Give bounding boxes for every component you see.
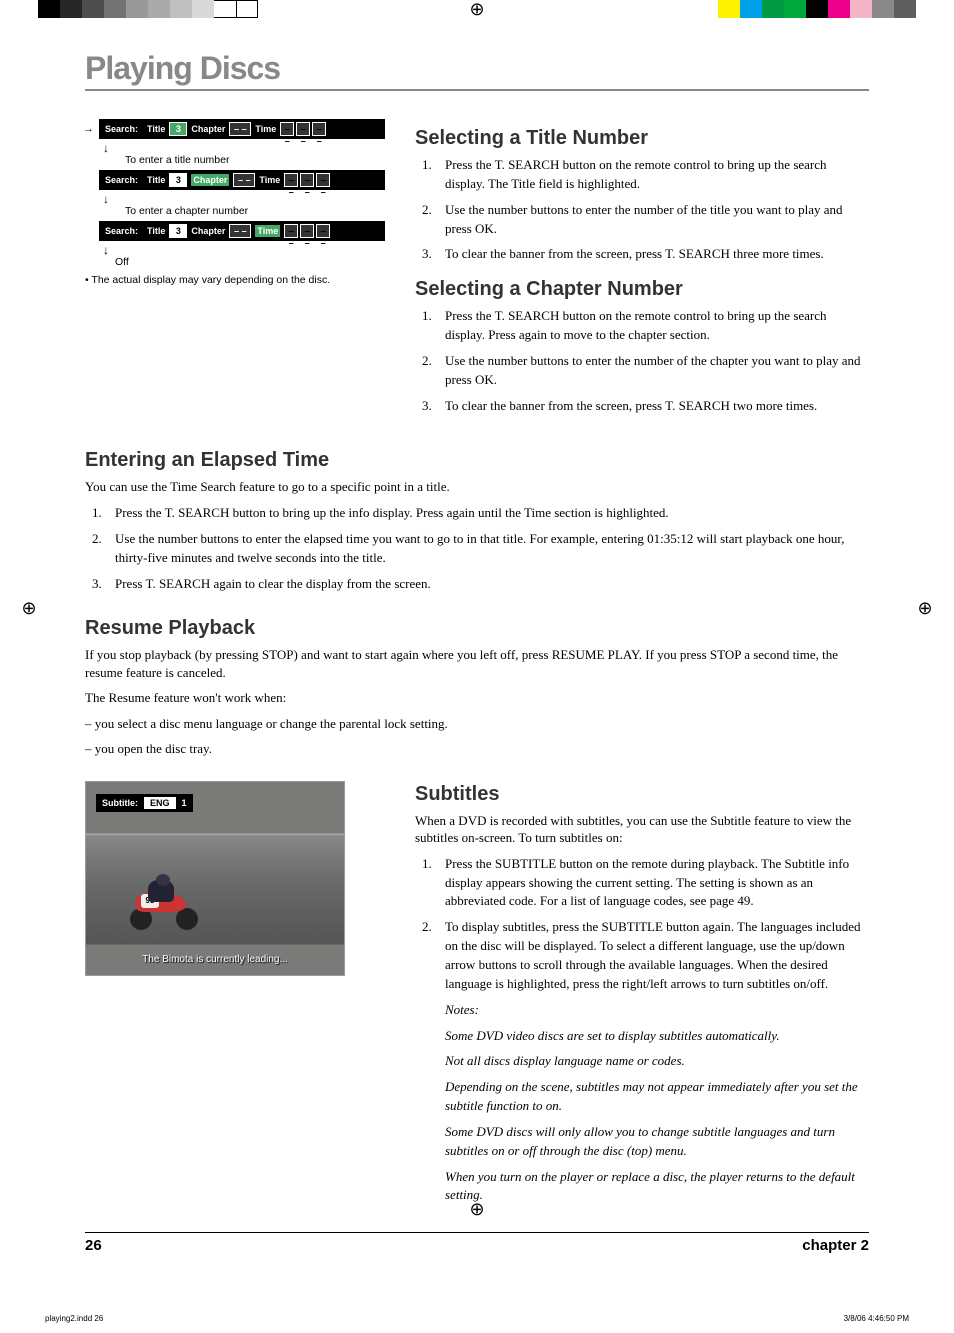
resume-intro: If you stop playback (by pressing STOP) …: [85, 646, 869, 681]
osd-time-hh: – –: [284, 173, 298, 187]
list-elapsed-time: Press the T. SEARCH button to bring up t…: [85, 504, 869, 593]
osd-chapter-value: – – – –: [233, 173, 255, 187]
osd-chapter-value: – – – –: [229, 122, 251, 136]
osd-off-label: Off: [115, 256, 385, 268]
osd-note-title: To enter a title number: [125, 154, 385, 166]
subtitle-banner-label: Subtitle:: [102, 798, 138, 808]
osd-time-hh: – –: [284, 224, 298, 238]
heading-subtitles: Subtitles: [415, 783, 869, 806]
subtitle-banner-lang: ENG: [144, 797, 176, 809]
osd-time-mm: – –: [300, 173, 314, 187]
osd-time-ss: – –: [316, 173, 330, 187]
chapter-label: chapter 2: [802, 1237, 869, 1254]
elapsed-intro: You can use the Time Search feature to g…: [85, 478, 869, 496]
resume-dash-item: – you open the disc tray.: [85, 740, 869, 759]
osd-search-label: Search:: [105, 226, 138, 236]
subtitle-banner-num: 1: [182, 798, 187, 808]
osd-chapter-label: Chapter: [191, 174, 229, 186]
list-item: Use the number buttons to enter the numb…: [435, 352, 869, 390]
heading-title-number: Selecting a Title Number: [415, 127, 869, 150]
heading-resume: Resume Playback: [85, 617, 869, 640]
arrow-right-icon: →: [83, 123, 94, 135]
osd-time-ss: – –: [312, 122, 326, 136]
resume-dash-item: – you select a disc menu language or cha…: [85, 715, 869, 734]
registration-mark-icon: ⊕: [468, 0, 486, 18]
page-number: 26: [85, 1237, 102, 1254]
osd-search-bar: Search: Title 3 Chapter – – – – Time – –…: [99, 221, 385, 241]
list-item: To clear the banner from the screen, pre…: [435, 397, 869, 416]
note-item: Some DVD video discs are set to display …: [445, 1027, 869, 1046]
page-title: Playing Discs: [85, 50, 869, 91]
osd-time-label: Time: [255, 124, 276, 134]
list-subtitles: Press the SUBTITLE button on the remote …: [415, 855, 869, 994]
osd-time-label: Time: [255, 225, 280, 237]
note-item: When you turn on the player or replace a…: [445, 1168, 869, 1206]
search-osd-diagram: → Search: Title 3 Chapter – – – – Time –…: [85, 119, 385, 286]
list-chapter-number: Press the T. SEARCH button on the remote…: [415, 307, 869, 415]
osd-title-value: 3: [169, 173, 187, 187]
list-title-number: Press the T. SEARCH button on the remote…: [415, 156, 869, 264]
list-item: To display subtitles, press the SUBTITLE…: [435, 918, 869, 993]
list-item: Press the SUBTITLE button on the remote …: [435, 855, 869, 912]
subtitle-osd-banner: Subtitle: ENG 1: [96, 794, 193, 812]
osd-title-label: Title: [147, 226, 165, 236]
slug-filename: playing2.indd 26: [45, 1314, 103, 1323]
osd-disc-note: • The actual display may vary depending …: [85, 274, 385, 286]
osd-title-label: Title: [147, 175, 165, 185]
print-color-bar-right: [718, 0, 916, 18]
list-item: To clear the banner from the screen, pre…: [435, 245, 869, 264]
list-item: Press the T. SEARCH button on the remote…: [435, 156, 869, 194]
note-item: Not all discs display language name or c…: [445, 1052, 869, 1071]
registration-mark-icon: ⊕: [468, 1200, 486, 1218]
osd-time-label: Time: [259, 175, 280, 185]
registration-mark-icon: ⊕: [20, 599, 38, 617]
osd-time-hh: – –: [280, 122, 294, 136]
osd-note-chapter: To enter a chapter number: [125, 205, 385, 217]
osd-search-label: Search:: [105, 175, 138, 185]
subtitles-intro: When a DVD is recorded with subtitles, y…: [415, 812, 869, 847]
osd-chapter-value: – – – –: [229, 224, 251, 238]
osd-chapter-label: Chapter: [191, 124, 225, 134]
osd-time-mm: – –: [300, 224, 314, 238]
slug-date: 3/8/06 4:46:50 PM: [844, 1314, 909, 1323]
list-item: Press T. SEARCH again to clear the displ…: [105, 575, 869, 594]
note-item: Depending on the scene, subtitles may no…: [445, 1078, 869, 1116]
resume-sub: The Resume feature won't work when:: [85, 689, 869, 707]
osd-title-value: 3: [169, 224, 187, 238]
osd-time-mm: – –: [296, 122, 310, 136]
osd-title-value: 3: [169, 122, 187, 136]
motorcycle-graphic: 93: [126, 872, 206, 932]
list-item: Use the number buttons to enter the elap…: [105, 530, 869, 568]
osd-search-bar: Search: Title 3 Chapter – – – – Time – –…: [99, 119, 385, 139]
print-slug: playing2.indd 26 3/8/06 4:46:50 PM: [0, 1284, 954, 1333]
heading-chapter-number: Selecting a Chapter Number: [415, 278, 869, 301]
osd-chapter-label: Chapter: [191, 226, 225, 236]
subtitle-screenshot: Subtitle: ENG 1 93 The Bimota is current…: [85, 781, 345, 976]
notes-label: Notes:: [445, 1001, 869, 1020]
note-item: Some DVD discs will only allow you to ch…: [445, 1123, 869, 1161]
subtitles-notes: Notes: Some DVD video discs are set to d…: [445, 1001, 869, 1206]
page-footer: 26 chapter 2: [85, 1232, 869, 1254]
registration-mark-icon: ⊕: [916, 599, 934, 617]
list-item: Use the number buttons to enter the numb…: [435, 201, 869, 239]
osd-time-ss: – –: [316, 224, 330, 238]
osd-title-label: Title: [147, 124, 165, 134]
print-color-bar-left: [38, 0, 258, 18]
heading-elapsed-time: Entering an Elapsed Time: [85, 449, 869, 472]
list-item: Press the T. SEARCH button on the remote…: [435, 307, 869, 345]
osd-search-bar: Search: Title 3 Chapter – – – – Time – –…: [99, 170, 385, 190]
list-item: Press the T. SEARCH button to bring up t…: [105, 504, 869, 523]
osd-search-label: Search:: [105, 124, 138, 134]
subtitle-caption: The Bimota is currently leading...: [86, 954, 344, 965]
